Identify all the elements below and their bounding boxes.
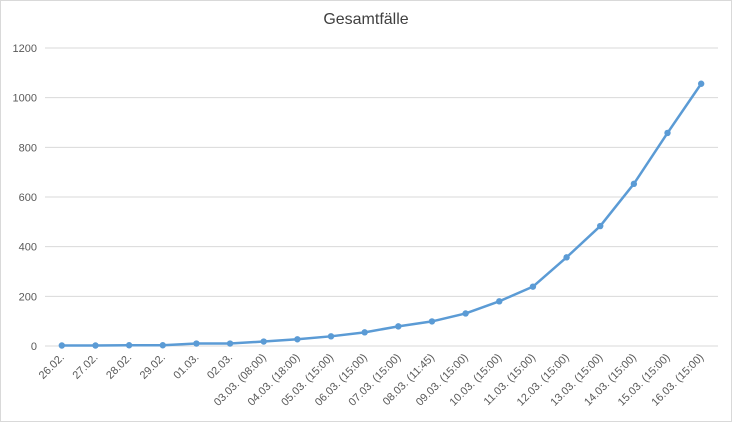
point xyxy=(260,338,267,345)
y-tick-label: 0 xyxy=(31,341,37,353)
line xyxy=(61,83,703,347)
point xyxy=(92,342,99,349)
point xyxy=(563,254,570,261)
y-tick-label: 1000 xyxy=(13,93,37,105)
point xyxy=(361,329,368,336)
point xyxy=(697,80,705,87)
point xyxy=(630,180,638,188)
y-tick-label: 1200 xyxy=(13,43,37,55)
point xyxy=(496,298,503,305)
chart-title: Gesamtfälle xyxy=(323,11,408,28)
y-tick-label: 200 xyxy=(19,291,37,303)
point xyxy=(597,222,604,230)
point xyxy=(193,340,200,347)
point xyxy=(462,310,469,317)
y-tick-label: 800 xyxy=(19,142,37,154)
point xyxy=(529,283,537,290)
point xyxy=(395,323,402,330)
point xyxy=(294,336,301,343)
point xyxy=(428,318,436,325)
y-tick-label: 600 xyxy=(19,192,37,204)
point xyxy=(58,342,66,349)
y-tick-label: 400 xyxy=(19,242,37,254)
point xyxy=(159,342,166,349)
point xyxy=(327,333,335,340)
point xyxy=(125,342,133,349)
point xyxy=(664,129,671,137)
point xyxy=(226,340,234,347)
